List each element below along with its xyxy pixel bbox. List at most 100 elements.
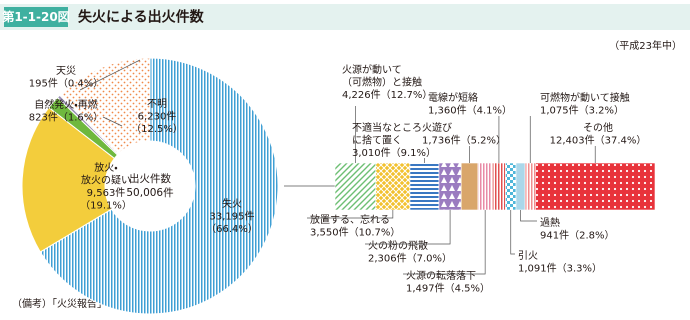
bar-segment xyxy=(505,162,517,211)
slice-label: （66.4%） xyxy=(206,223,258,235)
segment-label-part: （3.2%） xyxy=(579,105,624,117)
slice-label-part: 33,195件 xyxy=(210,211,255,223)
segment-label-part: 放置する、忘れる xyxy=(310,213,390,226)
segment-label-part: （12.7%） xyxy=(381,89,433,101)
segment-label: 火源の転落落下 xyxy=(406,269,476,282)
segment-label-part: （4.5%） xyxy=(445,283,490,295)
segment-label-part: 3,010件 xyxy=(352,147,391,159)
donut-slice xyxy=(39,57,279,315)
segment-label: （可燃物）と接触 xyxy=(342,76,422,89)
segment-label-part: 1,736件 xyxy=(422,135,461,147)
center-total-part: 50,006件 xyxy=(126,187,173,199)
segment-label-part: 火の粉の飛散 xyxy=(368,239,428,252)
segment-label: 3,550件（10.7%） xyxy=(310,227,400,239)
leader-line xyxy=(365,210,451,245)
segment-label-part: 1,360件 xyxy=(428,105,467,117)
slice-label: 33,195件 xyxy=(210,211,255,223)
segment-label-part: 3,550件 xyxy=(310,227,349,239)
slice-label-part: 195件 xyxy=(29,78,58,90)
slice-label-part: 放火の疑い xyxy=(81,174,131,187)
slice-label-part: 天災 xyxy=(56,65,76,77)
slice-label-part: 不明 xyxy=(147,98,167,110)
segment-label-part: 火源が動いて xyxy=(342,63,402,76)
segment-label-part: 可燃物が動いて接触 xyxy=(540,91,630,104)
center-label: 出火件数 xyxy=(129,172,171,185)
segment-label-part: 12,403件 xyxy=(550,135,595,147)
segment-label-part: 過熱 xyxy=(540,216,560,229)
slice-label: （12.5%） xyxy=(131,123,183,135)
segment-label-part: 941件 xyxy=(540,230,569,242)
segment-label: 1,360件（4.1%） xyxy=(428,105,512,117)
segment-label-part: 1,091件 xyxy=(518,263,557,275)
page-title: 失火による出火件数 xyxy=(78,9,205,26)
bar-segment xyxy=(524,162,536,211)
leader-line xyxy=(102,116,123,127)
segment-label-part: 2,306件 xyxy=(368,253,407,265)
leader-line xyxy=(403,210,486,275)
segment-label: 電線が短絡 xyxy=(428,91,478,104)
header-band xyxy=(0,4,690,30)
segment-label: 12,403件（37.4%） xyxy=(550,135,647,147)
bar-segment xyxy=(535,162,656,211)
segment-label-part: に捨て置く xyxy=(352,134,402,147)
slice-label-part: 自然発火・再燃 xyxy=(34,98,97,111)
leader-line xyxy=(510,210,515,255)
bar-segment xyxy=(492,162,506,211)
slice-label-part: （19.1%） xyxy=(80,200,132,212)
leader-line xyxy=(520,210,537,222)
slice-label: 不明 xyxy=(147,98,167,110)
segment-label: 過熱 xyxy=(540,216,560,229)
bar-segment xyxy=(477,162,493,211)
slice-label-part: 6,230件 xyxy=(138,111,177,123)
segment-label-part: 4,226件 xyxy=(342,89,381,101)
segment-label: 放置する、忘れる xyxy=(310,213,390,226)
slice-label: （19.1%） xyxy=(80,200,132,212)
bar-segment xyxy=(334,162,377,211)
slice-label-part: （0.4%） xyxy=(58,78,103,90)
donut-slice xyxy=(21,106,116,253)
segment-label: 1,736件（5.2%） xyxy=(422,135,506,147)
slice-label: 9,563件 xyxy=(87,187,126,199)
bar-segment xyxy=(375,162,411,211)
slice-label: 放火・ xyxy=(94,161,117,174)
center-label-part: 出火件数 xyxy=(129,172,171,185)
segment-label: 1,091件（3.3%） xyxy=(518,263,602,275)
slice-label-part: （12.5%） xyxy=(131,123,183,135)
segment-label: 火の粉の飛散 xyxy=(368,239,428,252)
segment-label-part: （可燃物）と接触 xyxy=(342,76,422,89)
segment-label-part: （4.1%） xyxy=(467,105,512,117)
segment-label-part: その他 xyxy=(583,121,613,134)
slice-label: 放火の疑い xyxy=(81,174,131,187)
segment-label-part: 電線が短絡 xyxy=(428,91,478,104)
slice-label: 天災 xyxy=(56,65,76,77)
segment-label-part: 火遊び xyxy=(422,121,452,134)
slice-label: 195件（0.4%） xyxy=(29,78,104,90)
segment-label: 3,010件（9.1%） xyxy=(352,147,436,159)
segment-label-part: （2.8%） xyxy=(569,230,614,242)
segment-label-part: （7.0%） xyxy=(407,253,452,265)
segment-label: 不適当なところ xyxy=(352,121,422,134)
bar-segment xyxy=(409,162,440,211)
slice-label-part: 放火・ xyxy=(94,161,117,174)
segment-label: 火遊び xyxy=(422,121,452,134)
figure-number: 第1-1-20図 xyxy=(1,9,69,24)
segment-label: 火源が動いて xyxy=(342,63,402,76)
donut-slice xyxy=(59,57,151,155)
slice-label-part: 823件 xyxy=(29,112,58,124)
slice-label: 失火 xyxy=(222,197,242,210)
leader-line xyxy=(307,210,394,219)
slice-label: 自然発火・再燃 xyxy=(34,98,97,111)
slice-label-part: （1.6%） xyxy=(58,112,103,124)
leader-line xyxy=(79,59,141,91)
segment-label: 可燃物が動いて接触 xyxy=(540,91,630,104)
segment-label: 941件（2.8%） xyxy=(540,230,615,242)
segment-label: 引火 xyxy=(518,250,538,262)
segment-label-part: 1,075件 xyxy=(540,105,579,117)
figure-badge xyxy=(4,7,68,27)
segment-label: 4,226件（12.7%） xyxy=(342,89,432,101)
period-note: （平成23年中） xyxy=(609,39,682,52)
bar-segment xyxy=(460,162,479,211)
slice-label-part: （66.4%） xyxy=(206,223,258,235)
segment-label-part: 引火 xyxy=(518,250,538,262)
